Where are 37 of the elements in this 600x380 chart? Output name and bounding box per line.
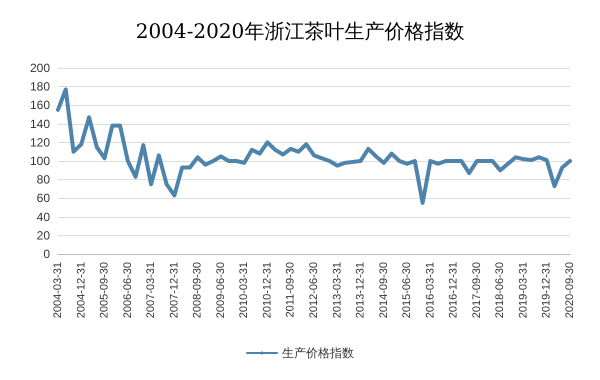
x-tick-label: 2018-06-30 xyxy=(494,262,506,318)
y-tick-label: 120 xyxy=(30,135,50,150)
x-tick-label: 2019-03-31 xyxy=(517,262,530,318)
x-tick-label: 2004-03-31 xyxy=(52,262,64,318)
y-tick-label: 140 xyxy=(30,116,50,131)
x-tick-label: 2010-03-31 xyxy=(238,262,250,318)
x-tick-label: 2012-06-30 xyxy=(308,262,320,318)
y-tick-label: 200 xyxy=(30,61,50,75)
x-tick-label: 2014-09-30 xyxy=(378,262,390,318)
x-tick-label: 2019-12-31 xyxy=(540,262,553,318)
x-tick-label: 2004-12-31 xyxy=(75,262,88,318)
legend-label: 生产价格指数 xyxy=(282,346,354,360)
x-tick-label: 2007-12-31 xyxy=(168,262,180,318)
y-tick-label: 20 xyxy=(36,228,50,242)
x-tick-label: 2011-09-30 xyxy=(284,262,297,318)
x-tick-label: 2016-03-31 xyxy=(424,262,436,318)
x-tick-label: 2009-06-30 xyxy=(214,262,227,318)
x-tick-label: 2007-03-31 xyxy=(145,262,158,318)
line-series xyxy=(56,87,572,205)
x-tick-label: 2010-12-31 xyxy=(261,262,274,318)
x-tick-label: 2008-09-30 xyxy=(192,262,204,318)
x-tick-label: 2013-03-31 xyxy=(331,262,344,318)
x-tick-label: 2020-09-30 xyxy=(564,262,576,318)
y-tick-label: 40 xyxy=(36,210,50,224)
x-tick-label: 2006-06-30 xyxy=(122,262,134,318)
x-tick-label: 2017-09-30 xyxy=(470,262,483,318)
x-tick-label: 2013-12-31 xyxy=(354,262,367,318)
x-tick-label: 2015-06-30 xyxy=(401,262,414,318)
y-tick-label: 60 xyxy=(36,191,50,206)
y-tick-label: 180 xyxy=(30,80,50,94)
y-tick-label: 100 xyxy=(30,154,50,168)
y-tick-label: 160 xyxy=(30,98,50,112)
chart-title: 2004-2020年浙江茶叶生产价格指数 xyxy=(136,19,464,43)
y-tick-label: 80 xyxy=(36,172,50,187)
y-tick-label: 0 xyxy=(43,247,50,261)
x-tick-label: 2016-12-31 xyxy=(448,262,460,318)
x-tick-label: 2005-09-30 xyxy=(98,262,111,318)
